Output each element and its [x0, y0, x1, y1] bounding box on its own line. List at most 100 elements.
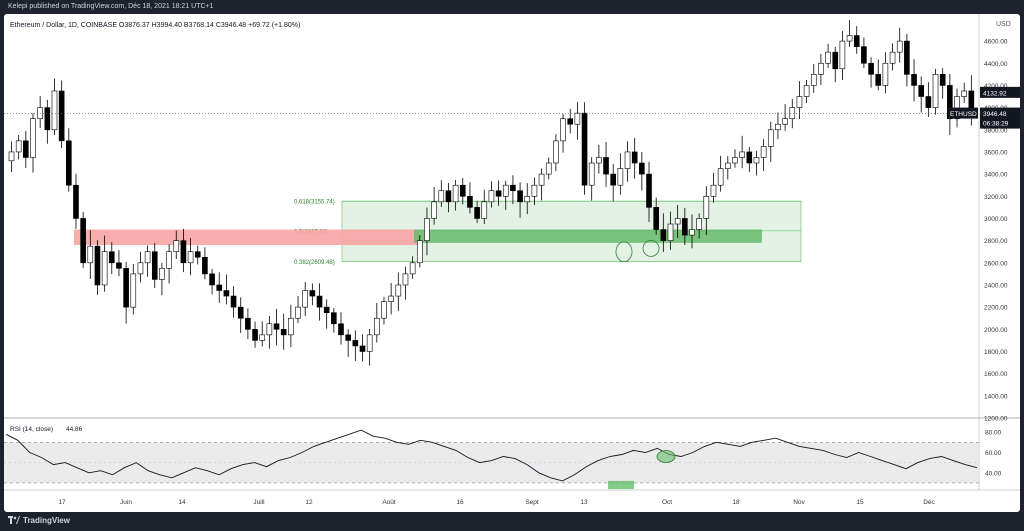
- candle-body: [724, 162, 731, 169]
- candle-body: [80, 218, 86, 264]
- candle-body: [904, 40, 910, 75]
- candle-body: [359, 345, 366, 352]
- candle-body: [295, 306, 301, 319]
- candle-body: [230, 295, 237, 308]
- candle-body: [524, 195, 531, 203]
- tradingview-logo-icon: [8, 516, 20, 524]
- candle-body: [574, 112, 581, 125]
- high-price-tag: 4132.92: [983, 90, 1007, 97]
- candle-body: [30, 118, 36, 158]
- candle-body: [588, 162, 595, 186]
- candle-body: [409, 262, 416, 275]
- candle-body: [445, 190, 452, 203]
- time-tick-label: Juill: [253, 499, 265, 506]
- time-tick-label: 16: [456, 499, 464, 506]
- countdown-tag: 06:38:29: [983, 121, 1009, 128]
- tradingview-logo[interactable]: TradingView: [8, 516, 70, 525]
- candle-body: [739, 151, 745, 158]
- candle-body: [159, 268, 165, 280]
- candle-body: [194, 251, 201, 258]
- candle-body: [488, 190, 495, 203]
- rsi-tick-label: 80.00: [985, 430, 1002, 437]
- candle-body: [810, 74, 817, 86]
- candle-body: [617, 168, 624, 186]
- time-tick-label: Juin: [120, 499, 132, 506]
- candle-body: [760, 146, 767, 158]
- rsi-tick-label: 60.00: [985, 450, 1002, 457]
- candle-body: [381, 301, 387, 319]
- candle-body: [402, 273, 409, 286]
- candle-body: [925, 96, 932, 108]
- price-tick-label: 1400.00: [984, 393, 1008, 400]
- candle-body: [245, 317, 251, 330]
- candle-body: [137, 262, 144, 275]
- candle-body: [352, 340, 359, 347]
- candle-body: [259, 334, 266, 341]
- price-tick-label: 3800.00: [984, 127, 1008, 134]
- candle-body: [538, 173, 545, 186]
- footer-bar: TradingView: [0, 512, 1024, 531]
- candle-body: [939, 74, 946, 86]
- rsi-tick-label: 40.00: [985, 470, 1002, 477]
- candle-body: [495, 190, 502, 197]
- price-tick-label: 2000.00: [984, 327, 1008, 334]
- candle-body: [531, 184, 538, 197]
- candle-body: [581, 112, 588, 186]
- candle-body: [610, 173, 617, 186]
- candle-body: [273, 323, 280, 330]
- candle-body: [911, 74, 917, 86]
- price-tick-label: 2400.00: [984, 282, 1008, 289]
- candle-body: [8, 151, 15, 162]
- fib-level-label: 0.618(3155.74): [294, 200, 335, 206]
- candle-body: [288, 317, 294, 336]
- candle-body: [818, 62, 824, 75]
- candle-body: [696, 218, 702, 230]
- fib-level-label: 0.382(2609.48): [294, 260, 335, 266]
- candle-body: [868, 62, 874, 75]
- candle-body: [653, 207, 659, 230]
- candle-body: [51, 90, 58, 131]
- candle-body: [674, 218, 681, 225]
- candle-body: [631, 151, 638, 164]
- candle-body: [302, 290, 308, 308]
- candle-body: [209, 273, 215, 286]
- price-chart[interactable]: Ethereum / Dollar, 1D, COINBASE O3876.37…: [4, 14, 1020, 512]
- candle-body: [280, 329, 287, 336]
- candle-body: [44, 107, 51, 131]
- candle-body: [846, 35, 853, 42]
- candle-body: [839, 40, 846, 70]
- candle-body: [416, 240, 423, 264]
- candle-body: [639, 162, 645, 175]
- candle-body: [252, 329, 258, 341]
- candle-body: [596, 157, 602, 164]
- candle-body: [166, 251, 172, 269]
- candle-body: [123, 268, 129, 308]
- candle-body: [459, 184, 466, 197]
- candle-body: [366, 334, 373, 352]
- price-tick-label: 4600.00: [984, 39, 1008, 46]
- candle-body: [753, 157, 760, 164]
- candle-body: [510, 184, 516, 192]
- publisher-text: Kelepi published on TradingView.com, Déc…: [8, 3, 214, 10]
- candle-body: [66, 140, 72, 186]
- time-tick-label: 17: [58, 499, 66, 506]
- rsi-label: RSI (14, close): [10, 426, 53, 433]
- time-tick-label: 13: [580, 499, 588, 506]
- candle-body: [424, 218, 430, 241]
- candle-body: [94, 245, 101, 286]
- price-tick-label: 4400.00: [984, 61, 1008, 68]
- chart-frame[interactable]: Ethereum / Dollar, 1D, COINBASE O3876.37…: [4, 14, 1020, 512]
- time-tick-label: 14: [178, 499, 186, 506]
- candle-body: [875, 74, 882, 86]
- candle-body: [87, 245, 94, 264]
- candle-body: [431, 201, 437, 219]
- candle-body: [782, 118, 788, 125]
- candle-body: [223, 290, 230, 297]
- candle-body: [15, 140, 22, 153]
- price-tick-label: 2200.00: [984, 305, 1008, 312]
- candle-body: [474, 207, 480, 219]
- symbol-tag-bg: [948, 107, 978, 119]
- currency-label: USD: [996, 21, 1011, 28]
- rsi-oversold-highlight: [608, 480, 634, 490]
- candle-body: [882, 62, 889, 86]
